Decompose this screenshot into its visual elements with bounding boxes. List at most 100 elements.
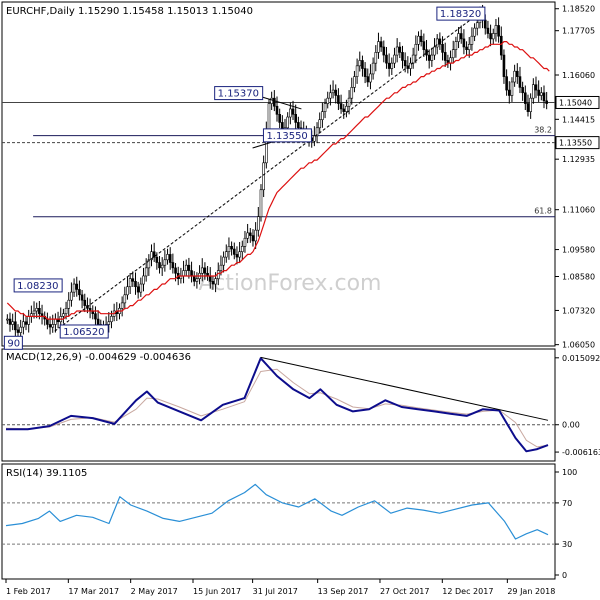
candle-body [315,127,319,137]
rsi-y-tick-label: 30 [562,540,572,549]
price-y-tick-label: 1.11060 [562,206,595,215]
candle-body [510,81,514,96]
candle-body [19,326,22,333]
candle-body [123,294,127,304]
candle-body [443,52,447,61]
price-layer: 38.2 61.8 1.18320 1.15370 1.13550 1.08230 1.06… [2,4,555,350]
candle-body [16,329,20,333]
candle-body [83,299,87,306]
candle-body [259,189,263,217]
candle-body [507,89,511,96]
candle-body [462,38,466,48]
candle-body [195,278,199,282]
candle-body [203,267,207,274]
candle-body [158,262,161,269]
candle-body [6,318,9,321]
candle-body [435,38,439,48]
candle-body [152,251,156,258]
candle-body [70,291,73,301]
macd-header: MACD(12,26,9) -0.004629 -0.004636 [6,352,191,363]
price-y-tick-label: 1.18520 [562,5,595,14]
candle-body [497,25,500,37]
candle-body [417,35,420,45]
level-label-box [3,335,23,350]
candle-body [390,62,394,69]
candle-body [219,264,223,271]
candle-body [286,116,289,129]
candle-body [222,256,225,266]
candle-body [350,87,354,99]
candle-body [499,35,503,56]
candle-body [168,254,172,263]
candle-body [246,232,249,239]
candle-body [521,87,524,94]
x-tick-label: 13 Sep 2017 [318,587,369,596]
candle-body [294,114,297,123]
candle-body [459,33,463,40]
candle-body [142,275,145,285]
candle-body [377,41,380,53]
candle-body [230,246,233,250]
level-label-text: 1.06520 [63,327,104,338]
candle-body [339,103,343,110]
candle-body [192,275,196,282]
candle-body [80,294,84,301]
candle-body [358,60,362,67]
candle-body [395,46,399,56]
candle-body [160,264,164,269]
candle-body [214,278,217,285]
candle-body [14,321,17,331]
candle-body [136,286,140,293]
candle-body [187,264,191,271]
candle-body [515,70,519,77]
candle-body [387,62,391,69]
candle-body [467,43,471,50]
fib-label-61.8: 61.8 [534,207,552,216]
x-tick-label: 17 Mar 2017 [68,587,119,596]
candle-body [363,68,367,77]
macd-y-tick-label: 0.015092 [562,354,600,363]
candle-body [232,248,236,255]
candle-body [182,270,185,277]
candle-body [270,97,273,104]
candle-body [8,318,12,325]
level-label-box [59,324,109,339]
candle-body [238,251,241,258]
candle-body [254,229,257,242]
price-y-tick-label: 1.14415 [562,115,595,124]
price-badge-text: 1.15040 [559,98,592,107]
candle-body [331,89,335,94]
candle-body [433,46,436,56]
rsi-layer [2,483,555,545]
candle-body [190,270,193,277]
x-tick-label: 12 Dec 2017 [442,587,493,596]
candle-body [120,302,124,309]
candle-body [235,254,239,258]
candle-body [94,313,97,320]
candle-body [67,299,71,309]
level-label-box [13,278,63,293]
candle-body [75,283,79,290]
candle-body [48,324,52,328]
candle-body [72,283,76,293]
candle-body [537,89,540,96]
candle-body [321,111,324,121]
rsi-y-tick-label: 70 [562,499,572,508]
macd-trendline [260,356,549,421]
candle-body [529,97,532,112]
candle-body [38,307,41,314]
candle-body [184,264,188,271]
price-badge-text: 1.13550 [559,139,592,148]
price-badge-box [555,136,600,150]
candle-body [54,318,57,325]
candle-body [355,65,359,77]
candle-body [251,235,255,242]
candle-body [513,70,516,83]
level-label-text: 90 [7,338,20,349]
candle-body [32,310,36,314]
candle-body [342,108,346,112]
price-y-tick-label: 1.12935 [562,155,595,164]
candle-body [171,262,175,269]
macd-panel-frame [1,348,556,462]
